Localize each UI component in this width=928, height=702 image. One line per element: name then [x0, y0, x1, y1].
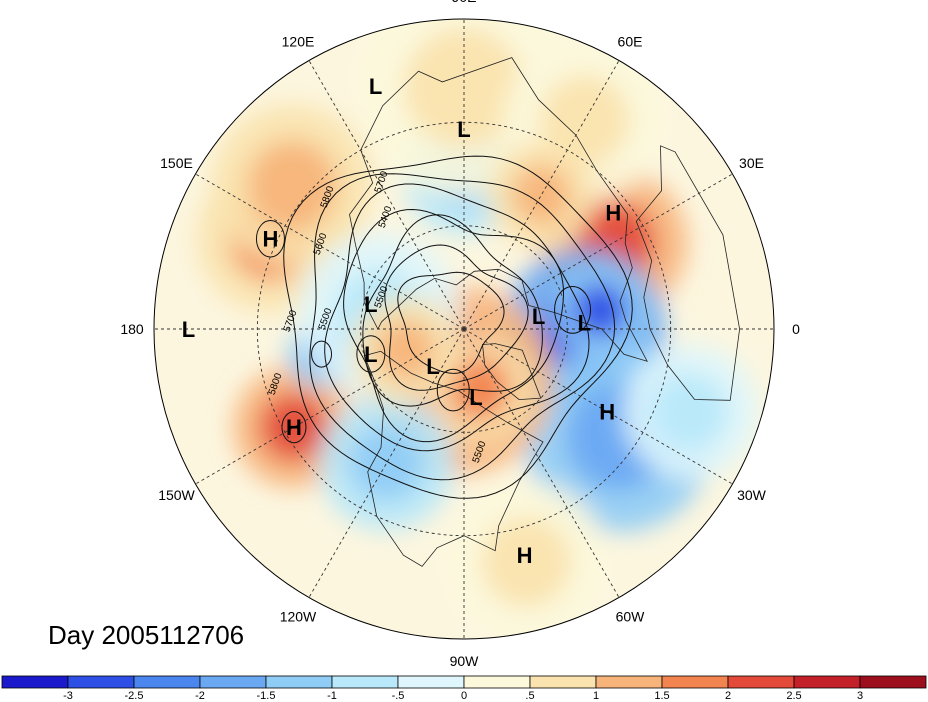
colorbar-swatch	[859, 675, 927, 689]
colorbar-tick-label: -2.5	[125, 690, 144, 702]
high-pressure-label: H	[286, 415, 302, 440]
longitude-label: 60W	[616, 609, 646, 625]
anomaly-core	[247, 140, 338, 231]
longitude-label: 180	[120, 321, 144, 337]
colorbar-tick-label: 0	[461, 690, 467, 702]
longitude-label: 0	[792, 321, 800, 337]
low-pressure-label: L	[364, 292, 377, 317]
meridian-line	[463, 60, 620, 330]
closed-contour	[554, 285, 592, 334]
colorbar-swatch	[397, 675, 465, 689]
map-boundary	[153, 18, 775, 640]
low-pressure-label: L	[182, 317, 195, 342]
anomaly-core	[653, 373, 729, 449]
height-contour	[324, 183, 590, 452]
low-pressure-label: L	[578, 311, 591, 336]
colorbar-swatch	[265, 675, 333, 689]
closed-contour	[436, 368, 470, 412]
closed-contour	[311, 340, 333, 368]
colorbar-tick-label: .5	[525, 690, 534, 702]
colorbar-swatch	[463, 675, 531, 689]
longitude-labels: 90E 60E 30E 0 30W 60W 90W 120W 150W 180 150E 120E	[120, 0, 800, 669]
anomaly-core	[511, 164, 572, 225]
low-pressure-label: L	[364, 342, 377, 367]
longitude-label: 120E	[282, 33, 315, 49]
graticule	[154, 19, 774, 639]
meridian-line	[463, 173, 733, 330]
longitude-label: 30W	[737, 487, 767, 503]
colorbar-tick-label: -1	[327, 690, 337, 702]
height-contour	[384, 244, 529, 391]
date-title: Day 2005112706	[48, 620, 245, 650]
high-pressure-label: H	[599, 400, 615, 425]
meridian-line	[463, 328, 620, 598]
low-pressure-label: L	[469, 385, 482, 410]
height-contour	[309, 173, 616, 481]
anomaly-core	[260, 393, 328, 461]
height-contour	[343, 208, 565, 443]
meridian-line	[195, 328, 465, 485]
low-pressure-label: L	[457, 117, 470, 142]
high-pressure-label: H	[517, 543, 533, 568]
colorbar-tick-label: 1.5	[654, 690, 669, 702]
longitude-label: 120W	[280, 609, 317, 625]
longitude-label: 150W	[158, 487, 195, 503]
height-contour	[283, 155, 633, 499]
colorbar-swatch	[199, 675, 267, 689]
height-contour	[397, 271, 505, 374]
colorbar-swatch	[1, 675, 69, 689]
colorbar-tick-label: 2.5	[786, 690, 801, 702]
low-pressure-label: L	[369, 74, 382, 99]
meridian-line	[308, 328, 465, 598]
longitude-label: 150E	[160, 155, 193, 171]
anomaly-core	[349, 425, 424, 501]
colorbar-swatch	[727, 675, 795, 689]
colorbar-tick-label: -3	[63, 690, 73, 702]
longitude-label: 90E	[452, 0, 477, 5]
height-contours	[255, 155, 633, 499]
low-pressure-label: L	[532, 304, 545, 329]
meridian-line	[308, 60, 465, 330]
colorbar-swatch	[595, 675, 663, 689]
colorbar-tick-label: 1	[593, 690, 599, 702]
high-pressure-label: H	[605, 200, 621, 225]
colorbar-tick-label: -2	[195, 690, 205, 702]
longitude-label: 30E	[739, 155, 764, 171]
closed-contour	[356, 335, 386, 373]
colorbar-tick-label: 3	[857, 690, 863, 702]
colorbar-swatch	[661, 675, 729, 689]
colorbar-swatch	[67, 675, 135, 689]
colorbar: -3 -2.5 -2 -1.5 -1 -.5 0 .5 1 1.5 2 2.5 3	[1, 675, 927, 702]
anomaly-core	[481, 516, 572, 607]
colorbar-swatch	[793, 675, 861, 689]
high-pressure-label: H	[263, 227, 279, 252]
meridian-line	[463, 328, 733, 485]
height-contour	[362, 214, 543, 407]
colorbar-swatch	[331, 675, 399, 689]
colorbar-swatch	[133, 675, 201, 689]
longitude-label: 60E	[618, 33, 643, 49]
colorbar-tick-label: 2	[725, 690, 731, 702]
colorbar-tick-label: -1.5	[257, 690, 276, 702]
colorbar-tick-label: -.5	[392, 690, 405, 702]
meridian-line	[195, 173, 465, 330]
colorbar-swatch	[529, 675, 597, 689]
eurasia-outline	[349, 57, 648, 362]
longitude-label: 90W	[450, 653, 480, 669]
low-pressure-label: L	[426, 354, 439, 379]
